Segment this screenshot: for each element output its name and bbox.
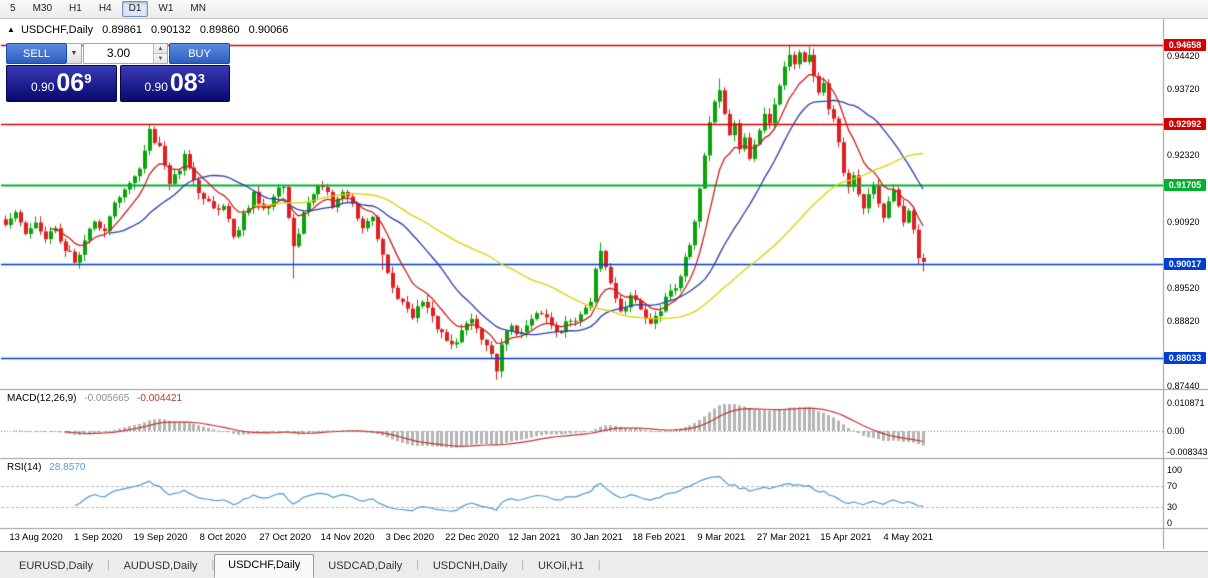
ohlc-high: 0.90132	[151, 24, 191, 36]
tab-eurusd-daily[interactable]: EURUSD,Daily	[19, 560, 93, 572]
chart-tabbar: EURUSD,Daily | AUDUSD,Daily | USDCHF,Dai…	[0, 551, 1208, 578]
timeframe-h1-button[interactable]: H1	[69, 3, 82, 14]
rsi-indicator-label: RSI(14) 28.8570	[7, 462, 85, 473]
sell-price-big: 06	[56, 69, 85, 97]
trade-options-dropdown[interactable]: ▼	[67, 43, 82, 64]
tab-ukoil-h1[interactable]: UKOil,H1	[538, 560, 584, 572]
sell-price-pip: 9	[84, 71, 92, 86]
sell-button[interactable]: SELL	[6, 43, 67, 64]
tab-divider: |	[106, 560, 110, 571]
trade-prices-row: 0.90 06 9 0.90 08 3	[6, 65, 230, 102]
one-click-trading-panel: SELL ▼ 3.00 ▲ ▼ BUY 0.90 06 9 0.90 08 3	[6, 43, 230, 102]
rsi-value: 28.8570	[49, 462, 86, 473]
timeframe-w1-button[interactable]: W1	[158, 3, 174, 14]
buy-button[interactable]: BUY	[169, 43, 230, 64]
tab-divider: |	[597, 560, 601, 571]
tab-usdchf-daily[interactable]: USDCHF,Daily	[214, 554, 315, 578]
macd-signal-value: -0.004421	[137, 393, 183, 404]
chevron-down-icon: ▼	[70, 50, 78, 57]
timeframe-h4-button[interactable]: H4	[98, 3, 112, 14]
timeframe-m5-button[interactable]: 5	[10, 3, 16, 14]
buy-price-pip: 3	[197, 71, 205, 86]
trade-buttons-row: SELL ▼ 3.00 ▲ ▼ BUY	[6, 43, 230, 64]
macd-name: MACD(12,26,9)	[7, 393, 77, 404]
tab-usdcnh-daily[interactable]: USDCNH,Daily	[432, 560, 508, 572]
volume-value[interactable]: 3.00	[106, 46, 131, 60]
tab-divider: |	[211, 560, 215, 571]
sell-price-display[interactable]: 0.90 06 9	[6, 65, 117, 102]
tab-divider: |	[416, 560, 419, 571]
rsi-name: RSI(14)	[7, 462, 42, 473]
volume-decrease-icon[interactable]: ▼	[154, 53, 167, 63]
timeframe-toolbar: 5 M30 H1 H4 D1 W1 MN	[0, 0, 1208, 19]
sell-price-prefix: 0.90	[31, 80, 55, 94]
timeframe-mn-button[interactable]: MN	[190, 3, 206, 14]
panel-collapse-icon[interactable]: ▲	[7, 25, 15, 34]
buy-price-big: 08	[169, 69, 198, 97]
buy-price-prefix: 0.90	[144, 80, 168, 94]
tab-audusd-daily[interactable]: AUDUSD,Daily	[123, 560, 198, 572]
chart-ohlc-header: ▲ USDCHF,Daily 0.89861 0.90132 0.89860 0…	[7, 24, 288, 36]
ohlc-low: 0.89860	[199, 24, 240, 36]
volume-input[interactable]: 3.00 ▲ ▼	[83, 43, 168, 64]
ohlc-open: 0.89861	[102, 24, 142, 36]
timeframe-d1-button[interactable]: D1	[121, 1, 149, 17]
tab-divider: |	[521, 560, 525, 571]
tab-usdcad-daily[interactable]: USDCAD,Daily	[328, 560, 403, 572]
buy-price-display[interactable]: 0.90 08 3	[119, 65, 230, 102]
chart-symbol-period: USDCHF,Daily	[20, 24, 94, 36]
volume-stepper[interactable]: ▲ ▼	[153, 44, 167, 63]
macd-indicator-label: MACD(12,26,9) -0.005665 -0.004421	[7, 393, 182, 404]
macd-main-value: -0.005665	[84, 393, 130, 404]
ohlc-close: 0.90066	[248, 24, 289, 36]
volume-increase-icon[interactable]: ▲	[154, 44, 167, 53]
timeframe-m30-button[interactable]: M30	[32, 3, 53, 14]
